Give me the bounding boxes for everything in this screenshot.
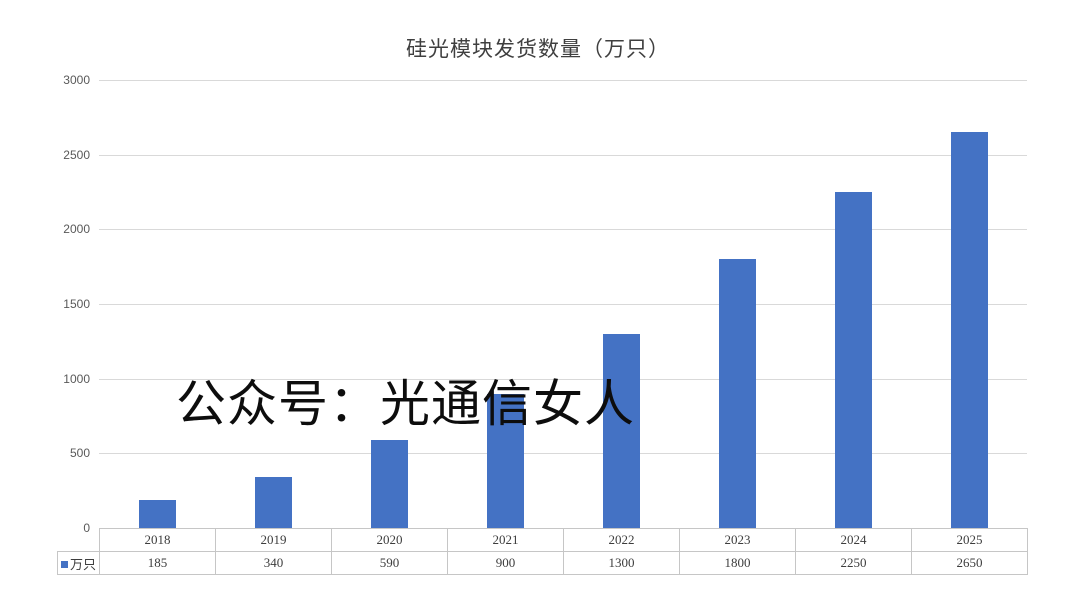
year-cell: 2020 bbox=[331, 528, 448, 552]
value-cell: 2250 bbox=[795, 551, 912, 575]
year-row: 2018 2019 2020 2021 2022 2023 2024 2025 bbox=[57, 528, 1028, 552]
value-cell: 900 bbox=[447, 551, 564, 575]
bar-2018 bbox=[138, 500, 176, 528]
data-table: 2018 2019 2020 2021 2022 2023 2024 2025 万只 185 3… bbox=[57, 528, 1028, 575]
y-axis-tick-label: 500 bbox=[69, 446, 90, 461]
bar-2021 bbox=[486, 393, 524, 528]
year-cell: 2021 bbox=[447, 528, 564, 552]
gridline bbox=[99, 229, 1027, 231]
y-axis-tick-label: 3000 bbox=[63, 73, 90, 87]
value-cell: 185 bbox=[99, 551, 216, 575]
gridline bbox=[99, 453, 1027, 455]
y-axis-tick-label: 1500 bbox=[63, 297, 90, 311]
year-cell: 2025 bbox=[911, 528, 1028, 552]
value-cell: 2650 bbox=[911, 551, 1028, 575]
y-axis-tick-label: 2000 bbox=[63, 222, 90, 237]
legend-label: 万只 bbox=[69, 556, 96, 572]
year-cell: 2019 bbox=[215, 528, 332, 552]
bar-2020 bbox=[370, 439, 408, 528]
legend-swatch-icon bbox=[60, 560, 68, 568]
year-cell: 2022 bbox=[563, 528, 680, 552]
gridline bbox=[99, 304, 1027, 305]
bar-2024 bbox=[834, 192, 872, 528]
watermark-text: 公众号：光通信女人 bbox=[176, 376, 635, 432]
bar-2023 bbox=[718, 259, 756, 528]
legend-cell: 万只 bbox=[57, 551, 100, 575]
year-cell: 2023 bbox=[679, 528, 796, 552]
corner-cell bbox=[57, 528, 100, 552]
gridline bbox=[99, 154, 1027, 156]
y-axis-tick-label: 0 bbox=[83, 521, 90, 535]
value-cell: 1300 bbox=[563, 551, 680, 575]
year-cell: 2024 bbox=[795, 528, 912, 552]
y-axis-tick-label: 2500 bbox=[63, 147, 90, 162]
y-axis-tick-label: 1000 bbox=[63, 371, 90, 386]
year-cell: 2018 bbox=[99, 528, 216, 552]
plot-area bbox=[99, 80, 1027, 528]
gridline bbox=[99, 378, 1027, 380]
value-row: 万只 185 340 590 900 1300 1800 2250 2650 bbox=[57, 551, 1028, 575]
value-cell: 340 bbox=[215, 551, 332, 575]
bar-2019 bbox=[254, 477, 292, 528]
bar-2025 bbox=[950, 132, 988, 528]
gridline bbox=[99, 80, 1027, 81]
value-cell: 590 bbox=[331, 551, 448, 575]
value-cell: 1800 bbox=[679, 551, 796, 575]
chart-title: 硅光模块发货数量（万只） bbox=[406, 37, 670, 61]
bar-2022 bbox=[602, 333, 640, 528]
